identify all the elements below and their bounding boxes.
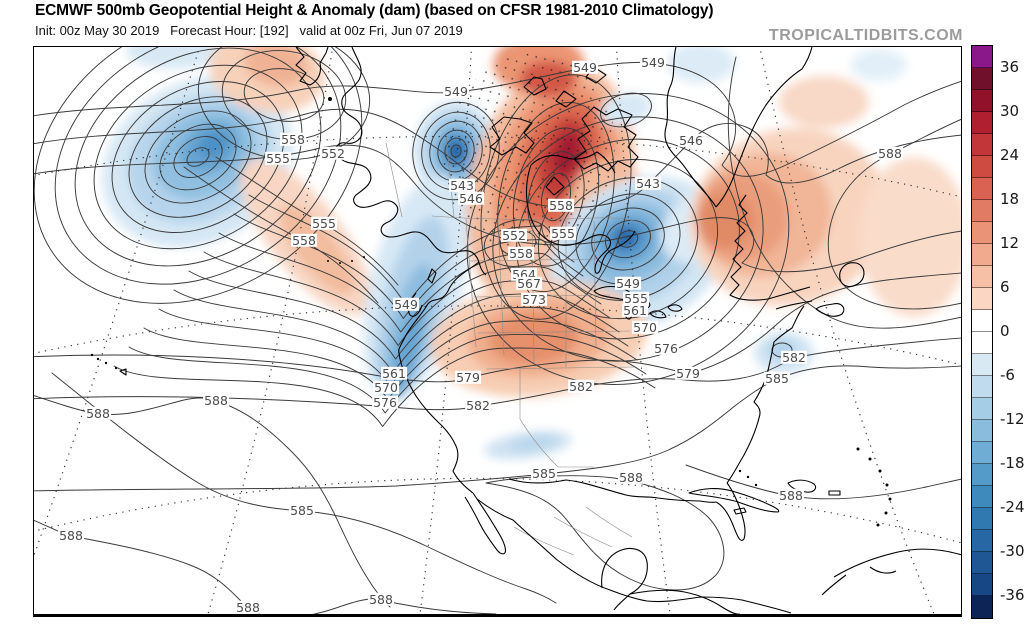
colorbar-segment [972, 398, 992, 420]
colorbar-segment [972, 68, 992, 90]
anomaly-colorbar: 36 30 24 18 12 6 0 -6 -12 -18 -24 -30 -36 [971, 45, 1024, 619]
colorbar-segment [972, 420, 992, 442]
colorbar-tick-label: -6 [1000, 366, 1015, 384]
colorbar-segment [972, 288, 992, 310]
colorbar-segment [972, 574, 992, 596]
colorbar-tick-label: -24 [1000, 498, 1024, 516]
colorbar-tick-label: 6 [1000, 278, 1010, 296]
map-frame: 549 549 549 558 555 552 555 558 546 543 543 546 558 5… [33, 46, 962, 617]
colorbar-segment [972, 244, 992, 266]
colorbar-tick-label: 36 [1000, 58, 1020, 76]
colorbar-segment [972, 508, 992, 530]
colorbar-tick-label: 24 [1000, 146, 1020, 164]
colorbar-segment [972, 310, 992, 332]
colorbar-segment [972, 134, 992, 156]
colorbar-tick-label: -30 [1000, 542, 1024, 560]
colorbar-segment [972, 266, 992, 288]
colorbar-segment [972, 376, 992, 398]
colorbar-segment [972, 552, 992, 574]
colorbar-segment [972, 112, 992, 134]
weather-map-canvas [34, 47, 961, 614]
colorbar-tick-label: -12 [1000, 410, 1024, 428]
colorbar-segment [972, 46, 992, 68]
colorbar-segment [972, 90, 992, 112]
tropicaltidbits-watermark: TROPICALTIDBITS.COM [768, 27, 963, 44]
colorbar-segment [972, 222, 992, 244]
colorbar-tick-label: -36 [1000, 586, 1024, 604]
colorbar-tick-label: 0 [1000, 322, 1010, 340]
colorbar-tick-label: 12 [1000, 234, 1020, 252]
colorbar-segment [972, 178, 992, 200]
colorbar-segment [972, 156, 992, 178]
small-island-layer [90, 97, 892, 527]
colorbar-tick-label: -18 [1000, 454, 1024, 472]
colorbar-segment [972, 332, 992, 354]
colorbar-segment [972, 354, 992, 376]
colorbar-tick-label: 30 [1000, 102, 1020, 120]
init-forecast-line: Init: 00z May 30 2019 Forecast Hour: [19… [35, 23, 463, 38]
colorbar-segment [972, 530, 992, 552]
colorbar-tick-label: 18 [1000, 190, 1020, 208]
colorbar-segment [972, 200, 992, 222]
colorbar-segment [972, 486, 992, 508]
colorbar-segment [972, 464, 992, 486]
colorbar-segment [972, 596, 992, 618]
colorbar-segment [972, 442, 992, 464]
page-title: ECMWF 500mb Geopotential Height & Anomal… [35, 2, 714, 19]
colorbar-strip [971, 45, 993, 619]
